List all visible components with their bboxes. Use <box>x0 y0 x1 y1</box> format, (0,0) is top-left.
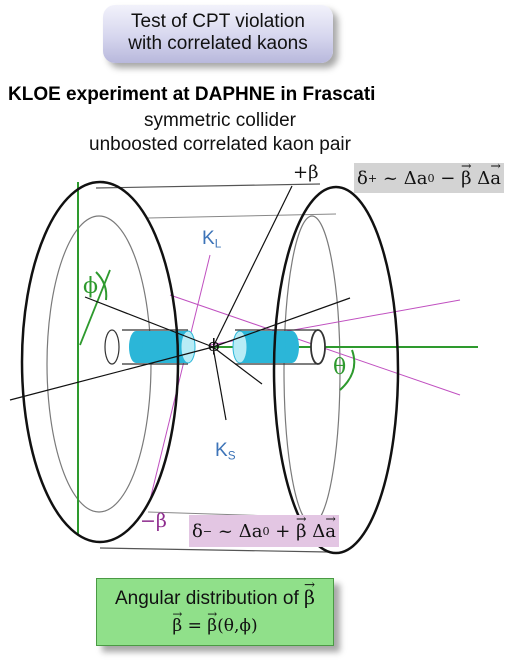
decay-line-plus-beta <box>212 185 293 348</box>
pipe-end-right <box>310 329 326 365</box>
formula-delta-minus: δ− ~ Δa0 + β Δa <box>189 515 339 547</box>
kaon-long-main: K <box>202 228 215 249</box>
beam-left-back <box>129 331 143 363</box>
phi-arc <box>95 271 108 301</box>
angular-text: Angular distribution of <box>114 588 305 609</box>
fp-sub0: 0 <box>427 171 435 185</box>
angular-eq: = <box>182 616 208 636</box>
outer-ring-left <box>20 180 180 544</box>
fp-a: a <box>490 168 501 189</box>
barrel-inner-top-line <box>147 213 337 219</box>
phi-angle-label: ϕ <box>83 274 98 299</box>
phi-center-label: ϕ <box>208 336 220 356</box>
kaon-short-main: K <box>215 440 228 461</box>
decay-line-right-up <box>212 297 351 348</box>
fm-delta-a: Δ <box>306 520 326 542</box>
angular-line-2: β = β(θ,ϕ) <box>97 616 333 636</box>
angular-beta-rhs: β <box>207 616 217 636</box>
kaon-short-label: KS <box>215 440 236 463</box>
fp-sub: + <box>367 171 378 185</box>
fm-sub0: 0 <box>262 524 270 538</box>
fm-delta: δ <box>192 520 203 542</box>
beta-minus-label: −β <box>140 510 167 532</box>
beta-minus-line <box>149 254 211 501</box>
subtitle-collider: symmetric collider <box>143 110 297 131</box>
beam-left-body <box>136 331 188 363</box>
beta-plus-label: +β <box>293 162 319 183</box>
fp-delta: δ <box>357 167 368 189</box>
title-banner: Test of CPT violation with correlated ka… <box>103 5 333 63</box>
angular-distribution-box: Angular distribution of β β = β(θ,ϕ) <box>96 578 334 646</box>
beta-plus-text: +β <box>293 162 319 183</box>
fp-op: − <box>434 167 462 189</box>
fp-delta-a: Δ <box>471 167 491 189</box>
angular-beta: β <box>304 587 315 609</box>
kaon-short-sub: S <box>227 449 236 463</box>
beam-right-body <box>240 331 292 363</box>
fm-sub: − <box>202 524 213 538</box>
phi-ref-line <box>79 269 111 346</box>
kaon-long-sub: L <box>214 237 222 251</box>
outer-ring-right <box>272 185 400 555</box>
kaon-long-label: KL <box>202 228 221 251</box>
barrel-bottom-line <box>99 547 329 553</box>
barrel-top-line <box>95 183 321 189</box>
fm-rest: ~ Δa <box>212 520 263 542</box>
beam-right-front <box>285 331 299 363</box>
decay-line-ks <box>212 346 227 421</box>
experiment-heading: KLOE experiment at DAPHNE in Frascati <box>8 84 376 105</box>
fp-beta: β <box>461 168 471 189</box>
inner-ring-right <box>283 215 341 525</box>
formula-delta-plus: δ+ ~ Δa0 − β Δa <box>354 163 504 193</box>
angular-args: (θ,ϕ) <box>217 616 258 636</box>
theta-angle-label: θ <box>333 355 347 380</box>
fp-rest: ~ Δa <box>377 167 428 189</box>
angular-beta-lhs: β <box>172 616 182 636</box>
subtitle-kaon-pair: unboosted correlated kaon pair <box>89 134 351 155</box>
fm-op: + <box>269 520 297 542</box>
banner-line-2: with correlated kaons <box>128 33 308 54</box>
angular-line-1: Angular distribution of β <box>97 587 333 610</box>
decay-line-left-up <box>84 296 214 348</box>
theta-arc <box>339 349 356 391</box>
pipe-end-left <box>104 329 120 365</box>
fm-a: a <box>325 521 336 542</box>
banner-line-1: Test of CPT violation <box>131 11 305 32</box>
decay-line-right-low <box>212 346 263 385</box>
fm-beta: β <box>296 521 306 542</box>
